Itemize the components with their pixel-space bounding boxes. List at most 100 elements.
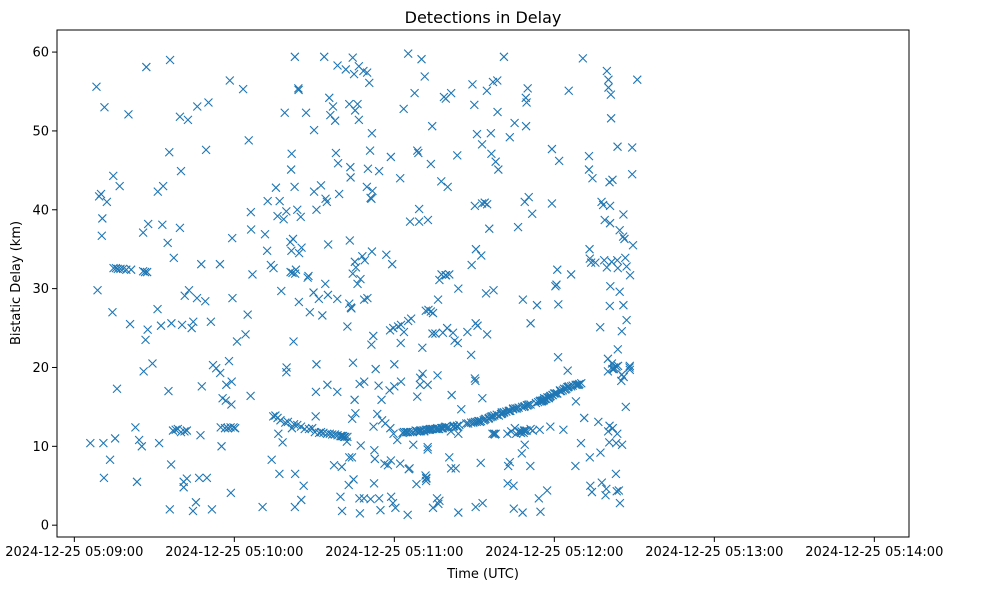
data-point [228, 293, 237, 303]
data-point [377, 395, 386, 405]
data-point [381, 250, 391, 260]
data-point [353, 279, 362, 289]
data-point [355, 493, 364, 503]
data-point [304, 424, 314, 434]
data-point [614, 486, 624, 495]
data-point [137, 441, 147, 451]
data-point [290, 469, 300, 479]
data-point [436, 177, 446, 186]
data-point [612, 362, 621, 372]
data-point [611, 469, 621, 479]
data-point [99, 473, 109, 483]
data-point [197, 382, 207, 391]
data-point [542, 486, 552, 495]
data-point [363, 293, 372, 303]
data-point [584, 151, 594, 161]
y-tick-label: 50 [32, 124, 49, 139]
data-point [526, 318, 535, 328]
data-point [246, 207, 256, 217]
data-point [140, 267, 150, 277]
data-point [365, 146, 375, 156]
data-point [391, 503, 400, 513]
data-point [221, 396, 231, 405]
data-point [396, 338, 406, 348]
data-point [97, 214, 107, 223]
data-point [604, 75, 613, 85]
y-tick-label: 30 [32, 282, 49, 297]
data-point [368, 331, 378, 341]
data-point [576, 438, 586, 448]
data-point [154, 438, 164, 448]
data-point [408, 440, 418, 450]
data-point [605, 281, 615, 291]
data-point [93, 285, 102, 295]
data-point [426, 159, 436, 169]
data-point [615, 287, 625, 297]
data-point [293, 83, 303, 93]
data-point [362, 68, 372, 77]
data-point [291, 265, 301, 275]
data-point [489, 411, 499, 420]
data-point [367, 340, 376, 349]
data-point [612, 255, 622, 265]
data-point [246, 391, 255, 401]
data-point [525, 461, 535, 471]
data-point [369, 445, 379, 455]
data-point [171, 425, 181, 435]
data-point [299, 481, 309, 491]
data-point [395, 459, 405, 469]
data-point [141, 62, 151, 72]
data-point [125, 319, 135, 329]
data-point [522, 98, 531, 107]
data-point [471, 376, 480, 386]
data-point [179, 482, 189, 492]
data-point [470, 201, 480, 211]
data-point [620, 253, 630, 263]
data-point [177, 320, 187, 330]
data-point [275, 469, 284, 479]
data-point [414, 217, 424, 226]
data-point [552, 280, 561, 290]
data-point [294, 85, 303, 95]
data-point [434, 424, 444, 434]
data-point [226, 488, 236, 498]
data-point [165, 55, 175, 65]
data-point [423, 215, 433, 225]
data-point [480, 198, 490, 208]
data-point [489, 285, 498, 295]
data-point [625, 365, 635, 375]
data-point [327, 430, 337, 439]
data-point [348, 53, 358, 62]
data-point [224, 356, 234, 366]
data-point [463, 327, 472, 337]
data-point [603, 426, 613, 436]
data-point [396, 320, 406, 330]
data-point [481, 414, 490, 424]
data-point [486, 128, 496, 138]
data-point [395, 173, 405, 183]
data-point [421, 474, 431, 484]
data-point [115, 181, 125, 191]
data-point [534, 493, 544, 503]
data-point [604, 437, 614, 447]
data-point [415, 373, 425, 383]
data-point [225, 76, 235, 85]
data-point [229, 423, 238, 432]
data-point [389, 429, 398, 439]
data-point [369, 478, 379, 488]
data-point [192, 293, 202, 303]
data-point [585, 244, 594, 254]
data-point [605, 301, 615, 311]
data-point [622, 262, 631, 271]
data-point [175, 112, 185, 122]
data-point [602, 66, 612, 76]
data-point [286, 165, 296, 174]
data-point [619, 372, 629, 382]
data-point [258, 502, 267, 512]
data-point [124, 109, 133, 119]
y-tick-label: 0 [41, 519, 49, 534]
data-point [166, 460, 176, 469]
data-point [281, 206, 291, 216]
data-point [547, 144, 557, 154]
data-point [585, 452, 595, 462]
